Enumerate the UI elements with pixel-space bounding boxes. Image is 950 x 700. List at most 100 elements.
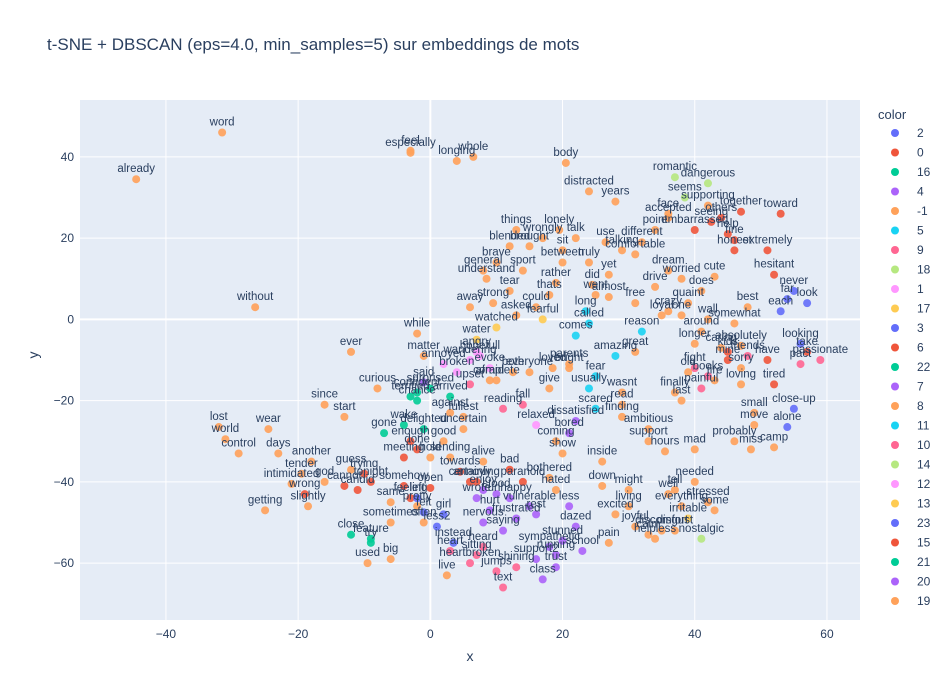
legend-item[interactable]: 22	[891, 360, 931, 374]
data-point[interactable]	[532, 555, 541, 564]
data-point[interactable]	[750, 421, 759, 429]
data-point[interactable]	[651, 226, 660, 234]
data-point[interactable]	[469, 152, 478, 161]
data-point[interactable]	[664, 266, 673, 275]
data-point[interactable]	[657, 311, 666, 320]
data-point[interactable]	[571, 331, 580, 340]
data-point[interactable]	[591, 404, 600, 413]
data-point[interactable]	[413, 329, 422, 338]
data-point[interactable]	[551, 486, 560, 494]
data-point[interactable]	[680, 193, 689, 202]
data-point[interactable]	[466, 477, 474, 486]
data-point[interactable]	[304, 502, 313, 511]
legend-item[interactable]: -1	[891, 204, 928, 218]
data-point[interactable]	[366, 477, 375, 486]
data-point[interactable]	[545, 473, 554, 482]
data-point[interactable]	[446, 408, 455, 417]
data-point[interactable]	[624, 486, 633, 494]
data-point[interactable]	[472, 477, 481, 486]
data-point[interactable]	[670, 388, 679, 397]
data-point[interactable]	[485, 364, 494, 373]
data-point[interactable]	[664, 213, 673, 222]
data-point[interactable]	[743, 303, 752, 312]
legend-item[interactable]: 9	[891, 243, 924, 257]
data-point[interactable]	[737, 380, 746, 389]
data-point[interactable]	[499, 404, 508, 413]
data-point[interactable]	[558, 258, 567, 267]
data-point[interactable]	[353, 486, 362, 494]
data-point[interactable]	[690, 226, 699, 234]
data-point[interactable]	[347, 347, 356, 356]
data-point[interactable]	[803, 347, 812, 356]
data-point[interactable]	[644, 530, 653, 539]
legend-item[interactable]: 3	[891, 321, 924, 335]
data-point[interactable]	[697, 327, 706, 336]
data-point[interactable]	[366, 538, 375, 547]
data-point[interactable]	[690, 339, 699, 348]
data-point[interactable]	[373, 384, 382, 393]
data-point[interactable]	[479, 486, 488, 494]
data-point[interactable]	[604, 270, 613, 279]
data-point[interactable]	[637, 238, 646, 247]
data-point[interactable]	[459, 412, 468, 421]
data-point[interactable]	[730, 319, 739, 328]
data-point[interactable]	[730, 236, 739, 245]
data-point[interactable]	[789, 404, 798, 413]
data-point[interactable]	[508, 368, 517, 377]
data-point[interactable]	[710, 376, 719, 385]
legend-item[interactable]: 6	[891, 341, 924, 355]
data-point[interactable]	[492, 376, 501, 385]
data-point[interactable]	[677, 502, 686, 511]
legend-item[interactable]: 17	[891, 302, 931, 316]
data-point[interactable]	[413, 388, 422, 397]
data-point[interactable]	[419, 378, 428, 387]
data-point[interactable]	[548, 364, 557, 373]
legend-item[interactable]: 15	[891, 536, 931, 550]
data-point[interactable]	[466, 380, 474, 389]
data-point[interactable]	[690, 477, 699, 486]
data-point[interactable]	[677, 274, 686, 283]
data-point[interactable]	[816, 356, 825, 364]
data-point[interactable]	[297, 469, 306, 478]
data-point[interactable]	[347, 530, 356, 539]
data-point[interactable]	[439, 437, 448, 446]
data-point[interactable]	[413, 502, 422, 511]
data-point[interactable]	[472, 335, 481, 344]
data-point[interactable]	[525, 502, 534, 511]
data-point[interactable]	[783, 295, 792, 304]
data-point[interactable]	[697, 534, 706, 543]
data-point[interactable]	[300, 490, 309, 499]
data-point[interactable]	[261, 506, 270, 515]
data-point[interactable]	[697, 286, 706, 295]
data-point[interactable]	[601, 238, 610, 247]
data-point[interactable]	[472, 347, 481, 356]
data-point[interactable]	[789, 286, 798, 295]
data-point[interactable]	[584, 187, 593, 196]
data-point[interactable]	[406, 146, 415, 155]
data-point[interactable]	[320, 400, 329, 409]
data-point[interactable]	[466, 303, 474, 312]
data-point[interactable]	[419, 508, 428, 517]
data-point[interactable]	[479, 266, 488, 275]
legend-item[interactable]: 8	[891, 399, 924, 413]
data-point[interactable]	[472, 494, 481, 503]
data-point[interactable]	[703, 372, 712, 381]
data-point[interactable]	[598, 481, 607, 490]
data-point[interactable]	[419, 518, 428, 527]
data-point[interactable]	[459, 425, 468, 434]
data-point[interactable]	[525, 242, 534, 251]
data-point[interactable]	[512, 226, 521, 234]
data-point[interactable]	[446, 546, 455, 555]
data-point[interactable]	[479, 518, 488, 527]
data-point[interactable]	[512, 311, 521, 320]
data-point[interactable]	[466, 356, 474, 364]
legend-item[interactable]: 1	[891, 282, 924, 296]
data-point[interactable]	[545, 384, 554, 393]
data-point[interactable]	[218, 128, 227, 137]
data-point[interactable]	[419, 351, 428, 360]
data-point[interactable]	[631, 347, 640, 356]
data-point[interactable]	[320, 477, 329, 486]
data-point[interactable]	[555, 226, 564, 234]
data-point[interactable]	[363, 559, 372, 568]
data-point[interactable]	[505, 494, 514, 503]
